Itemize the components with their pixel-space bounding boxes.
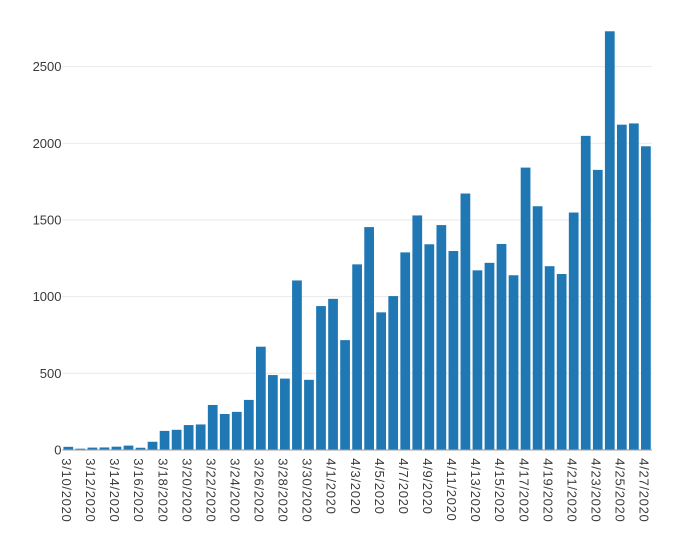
svg-text:4/11/2020: 4/11/2020 <box>444 458 459 521</box>
svg-text:3/26/2020: 3/26/2020 <box>252 458 267 522</box>
svg-text:3/22/2020: 3/22/2020 <box>203 458 218 522</box>
svg-text:3/30/2020: 3/30/2020 <box>300 458 315 522</box>
svg-text:4/23/2020: 4/23/2020 <box>588 458 603 522</box>
svg-text:4/3/2020: 4/3/2020 <box>348 458 363 514</box>
svg-text:3/28/2020: 3/28/2020 <box>276 458 291 522</box>
svg-text:4/27/2020: 4/27/2020 <box>637 458 652 522</box>
svg-text:4/17/2020: 4/17/2020 <box>516 458 531 522</box>
svg-text:3/16/2020: 3/16/2020 <box>131 458 146 522</box>
svg-text:2500: 2500 <box>33 59 62 74</box>
svg-text:3/12/2020: 3/12/2020 <box>83 458 98 522</box>
svg-text:500: 500 <box>40 366 62 381</box>
svg-text:4/5/2020: 4/5/2020 <box>372 458 387 514</box>
svg-text:4/1/2020: 4/1/2020 <box>324 458 339 514</box>
svg-text:3/18/2020: 3/18/2020 <box>155 458 170 522</box>
svg-text:0: 0 <box>54 443 61 458</box>
svg-text:1000: 1000 <box>33 289 62 304</box>
svg-text:3/24/2020: 3/24/2020 <box>227 458 242 522</box>
svg-text:2000: 2000 <box>33 136 62 151</box>
svg-text:4/7/2020: 4/7/2020 <box>396 458 411 514</box>
svg-text:4/15/2020: 4/15/2020 <box>492 458 507 522</box>
svg-text:1500: 1500 <box>33 213 62 228</box>
svg-text:4/13/2020: 4/13/2020 <box>468 458 483 522</box>
svg-text:3/20/2020: 3/20/2020 <box>179 458 194 522</box>
svg-text:4/21/2020: 4/21/2020 <box>564 458 579 522</box>
svg-text:3/10/2020: 3/10/2020 <box>59 458 74 522</box>
svg-text:4/9/2020: 4/9/2020 <box>420 458 435 514</box>
svg-text:4/19/2020: 4/19/2020 <box>540 458 555 522</box>
svg-text:3/14/2020: 3/14/2020 <box>107 458 122 522</box>
svg-text:4/25/2020: 4/25/2020 <box>613 458 628 522</box>
